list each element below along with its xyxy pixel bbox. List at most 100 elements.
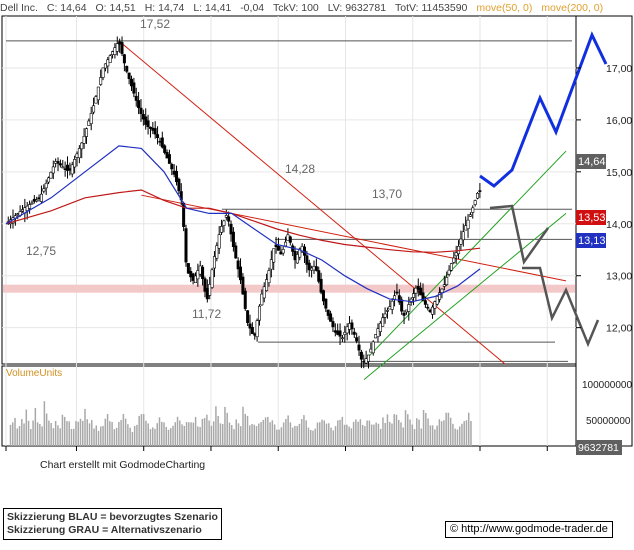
candle-body [186, 263, 190, 274]
candle-body [191, 273, 195, 281]
candle-body [378, 322, 382, 332]
candle-body [16, 213, 20, 215]
candle-body [293, 250, 297, 261]
candle-body [314, 266, 318, 271]
candle-body [267, 270, 271, 284]
candle-body [331, 321, 335, 328]
volume-tick-100m: 100000000 [582, 380, 632, 391]
candle-body [175, 170, 179, 183]
candle-body [416, 285, 420, 290]
candle-body [94, 96, 98, 104]
candle-body [39, 193, 43, 202]
header-last-volume: LV: 9632781 [327, 2, 387, 14]
candle-body [120, 42, 124, 54]
candle-body [250, 326, 254, 334]
candle-body [355, 337, 359, 342]
price-grid [2, 16, 576, 446]
candle-body [295, 254, 299, 264]
candle-body [374, 334, 378, 339]
volume-bars [9, 401, 472, 446]
candle-body [402, 312, 406, 316]
candle-body [414, 287, 418, 294]
label-1275: 12,75 [26, 244, 56, 258]
candle-body [20, 209, 24, 212]
candle-body [215, 245, 219, 259]
candle-body [478, 190, 482, 192]
candle-body [364, 358, 368, 364]
candle-body [400, 299, 404, 312]
candle-body [28, 204, 32, 209]
candle-body [37, 197, 41, 200]
candle-body [210, 269, 214, 288]
candle-body [248, 323, 252, 329]
candle-body [438, 292, 442, 300]
horizontal-levels [6, 40, 572, 362]
header-close: C: 14,64 [46, 2, 87, 14]
header-low: L: 14,41 [193, 2, 232, 14]
candle-body [243, 290, 247, 309]
price-axis: 12,00 13,00 14,00 15,00 16,00 17,00 [576, 63, 632, 335]
candle-body [426, 306, 430, 309]
y-tick-label: 14,00 [606, 219, 632, 231]
candle-body [445, 277, 449, 285]
candle-body [61, 166, 65, 169]
candle-body [47, 177, 51, 183]
candle-body [68, 168, 72, 171]
label-1172: 11,72 [192, 307, 221, 321]
candle-body [419, 287, 423, 296]
x-tick-label: '10 [2, 454, 16, 455]
candle-body [279, 251, 283, 255]
badge-volume: 9632781 [578, 442, 619, 454]
trendlines [118, 40, 567, 380]
candle-body [357, 344, 361, 351]
x-tick-label: Sep [409, 454, 428, 455]
candle-body [129, 78, 133, 87]
credit-text: Chart erstellt mit GodmodeCharting [40, 459, 206, 471]
header-change: -0,04 [240, 2, 265, 14]
candle-body [274, 244, 278, 248]
price-chart[interactable]: 12,00 13,00 14,00 15,00 16,00 17,00 '10 Apr Mai… [0, 0, 634, 455]
sma200-line [5, 189, 481, 253]
copyright-icon: © [450, 523, 459, 535]
candle-body [449, 263, 453, 271]
candle-body [205, 288, 209, 300]
url-link[interactable]: http://www.godmode-trader.de [461, 523, 608, 535]
candle-body [70, 164, 74, 175]
candle-body [340, 337, 344, 340]
support-band-1275 [3, 284, 575, 293]
scenario-blue-path [479, 31, 608, 188]
x-tick-label: Apr [72, 454, 89, 455]
candle-body [447, 269, 451, 275]
candle-body [89, 113, 93, 125]
candle-body [125, 65, 129, 72]
candle-body [35, 199, 39, 202]
x-tick-label: Jul [274, 454, 287, 455]
candle-body [30, 202, 34, 205]
label-1428: 14,28 [285, 162, 315, 176]
legend-gray: Skizzierung GRAU = Alternativszenario [7, 524, 202, 536]
candle-body [343, 332, 347, 335]
candle-body [288, 236, 292, 243]
candle-body [151, 127, 155, 131]
candle-body [108, 55, 112, 63]
candle-body [148, 126, 152, 129]
candle-body [265, 279, 269, 291]
candle-body [461, 231, 465, 241]
channel-lower-line [363, 212, 567, 380]
candle-body [172, 170, 176, 175]
candle-body [260, 293, 264, 306]
candle-body [348, 323, 352, 330]
candle-body [272, 248, 276, 263]
x-tick-label: Okt [476, 454, 492, 455]
url-box[interactable]: © http://www.godmode-trader.de [445, 521, 613, 538]
candle-body [177, 178, 181, 192]
candle-body [92, 105, 96, 113]
candle-body [203, 278, 207, 292]
moving-averages [5, 145, 481, 303]
candle-body [160, 137, 164, 148]
candle-body [103, 63, 107, 69]
candle-body [80, 142, 84, 150]
header-bar: Dell Inc. C: 14,64 O: 14,51 H: 14,74 L: … [0, 0, 634, 16]
candle-body [305, 255, 309, 265]
x-tick-label: Mai [140, 454, 157, 455]
